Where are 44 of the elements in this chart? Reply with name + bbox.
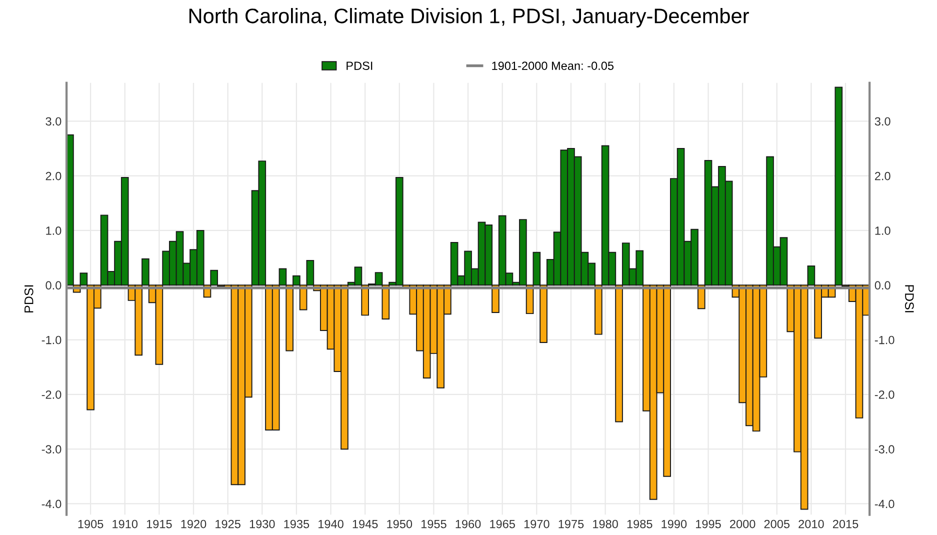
- chart-title: North Carolina, Climate Division 1, PDSI, January-December: [189, 8, 749, 28]
- y2-tick-label: 0.0: [874, 281, 890, 290]
- x-tick-label: 1905: [78, 520, 104, 528]
- x-tick-label: 1970: [524, 520, 550, 528]
- x-tick-label: 2015: [832, 520, 858, 528]
- y2-tick-label: -3.0: [874, 445, 894, 454]
- y2-tick-label: 2.0: [874, 172, 890, 180]
- x-tick-label: 1995: [696, 520, 721, 528]
- x-tick-label: 1940: [318, 520, 344, 528]
- y-tick-label: 0.0: [46, 281, 62, 290]
- x-tick-label: 2010: [798, 520, 824, 528]
- y-tick-label: 1.0: [46, 226, 62, 235]
- y-tick-label: -3.0: [42, 445, 62, 454]
- x-tick-label: 1920: [181, 520, 206, 528]
- x-tick-label: 1945: [352, 520, 378, 528]
- y2-tick-label: -1.0: [874, 336, 894, 344]
- x-tick-label: 1915: [146, 520, 172, 528]
- y-tick-label: -1.0: [42, 336, 62, 344]
- x-tick-label: 1975: [558, 520, 584, 528]
- y2-tick-label: -4.0: [874, 500, 894, 508]
- y2-tick-label: 1.0: [875, 226, 890, 235]
- x-tick-label: 1985: [627, 520, 652, 528]
- y2-tick-label: 3.0: [874, 117, 890, 126]
- x-tick-label: 1925: [216, 520, 240, 528]
- x-tick-label: 1935: [284, 520, 310, 528]
- y-tick-label: -4.0: [42, 500, 62, 508]
- x-tick-label: 1910: [112, 520, 138, 528]
- y-tick-label: 2.0: [46, 172, 62, 180]
- x-tick-label: 2005: [764, 520, 790, 528]
- x-tick-label: 1930: [250, 520, 275, 528]
- x-tick-label: 1955: [421, 520, 446, 528]
- x-tick-label: 1950: [387, 520, 412, 528]
- y-axis-title: PDSI: [24, 285, 34, 312]
- x-tick-label: 2000: [730, 520, 756, 528]
- y2-tick-label: -2.0: [874, 390, 894, 399]
- legend-label: PDSI: [346, 62, 372, 70]
- x-tick-label: 1980: [593, 520, 618, 528]
- x-tick-label: 1990: [662, 520, 687, 528]
- y-tick-label: 3.0: [46, 117, 62, 126]
- x-tick-label: 1965: [490, 520, 515, 528]
- legend-label: 1901-2000 Mean: -0.05: [492, 62, 614, 70]
- y-tick-label: -2.0: [42, 390, 62, 399]
- y2-axis-title: PDSI: [905, 285, 914, 312]
- x-tick-label: 1960: [456, 520, 481, 528]
